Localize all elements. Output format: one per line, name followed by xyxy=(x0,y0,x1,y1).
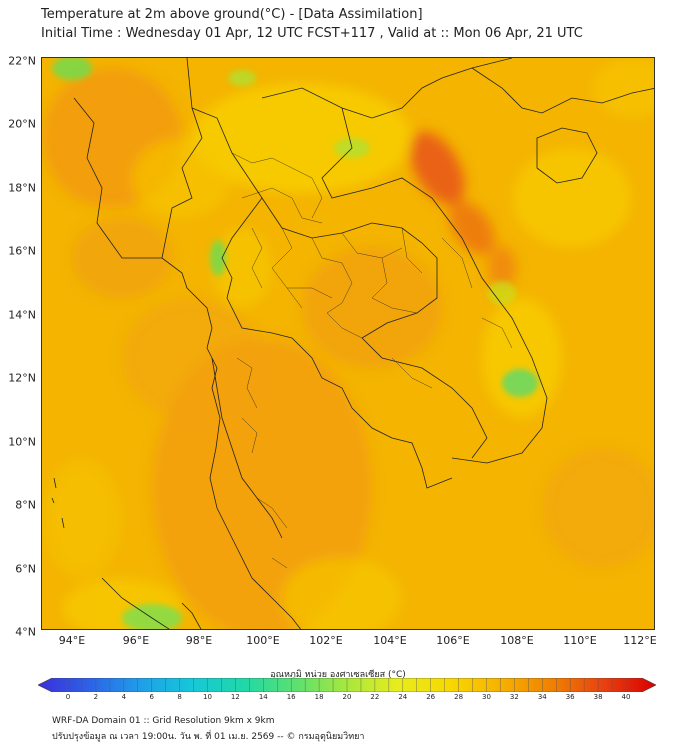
lon-label: 108°E xyxy=(500,634,534,647)
colorbar-tick-label: 10 xyxy=(203,693,212,701)
colorbar-tick-label: 36 xyxy=(565,693,575,701)
colorbar-tick-label: 6 xyxy=(149,693,154,701)
colorbar-tick-label: 8 xyxy=(177,693,182,701)
colorbar-tick-label: 4 xyxy=(121,693,127,701)
colorbar-tick-label: 16 xyxy=(286,693,296,701)
colorbar-tick-label: 18 xyxy=(314,693,324,701)
lon-label: 96°E xyxy=(122,634,150,647)
lat-label: 8°N xyxy=(15,498,36,512)
country-borders xyxy=(51,58,654,629)
colorbar-tick-label: 38 xyxy=(593,693,603,701)
lat-label: 14°N xyxy=(8,308,36,322)
colorbar-tick-label: 40 xyxy=(621,693,631,701)
colorbar-tick-label: 0 xyxy=(65,693,71,701)
lon-label: 102°E xyxy=(309,634,343,647)
lat-label: 12°N xyxy=(8,371,36,385)
lon-label: 106°E xyxy=(436,634,470,647)
colorbar-title: อุณหภูมิ หน่วย องศาเซลเซียส (°C) xyxy=(270,670,406,680)
colorbar xyxy=(38,678,656,692)
footer-update-info: ปรับปรุงข้อมูล ณ เวลา 19:00น. วัน พ. ที่… xyxy=(52,732,365,742)
lat-label: 18°N xyxy=(8,181,36,195)
lat-label: 10°N xyxy=(8,435,36,449)
cool-patches xyxy=(52,58,538,629)
colorbar-tick-label: 12 xyxy=(230,693,240,701)
colorbar-tick-label: 22 xyxy=(370,693,380,701)
lat-label: 6°N xyxy=(15,562,36,576)
colorbar-tick-label: 32 xyxy=(509,693,519,701)
province-borders xyxy=(231,152,513,569)
colorbar-tick-label: 28 xyxy=(454,693,464,701)
colorbar-tick-label: 14 xyxy=(258,693,268,701)
lat-label: 4°N xyxy=(15,625,36,639)
lat-label: 22°N xyxy=(8,54,36,68)
lon-label: 112°E xyxy=(623,634,657,647)
lon-label: 98°E xyxy=(185,634,213,647)
colorbar-tick-label: 2 xyxy=(93,693,99,701)
colorbar-tick-label: 24 xyxy=(398,693,408,701)
chart-subtitle: Initial Time : Wednesday 01 Apr, 12 UTC … xyxy=(41,26,583,41)
map-canvas xyxy=(42,58,654,629)
lat-label: 20°N xyxy=(8,117,36,131)
temperature-field xyxy=(42,58,654,629)
lon-label: 104°E xyxy=(373,634,407,647)
lon-label: 110°E xyxy=(563,634,597,647)
colorbar-tick-label: 20 xyxy=(342,693,352,701)
temperature-map xyxy=(41,57,655,630)
lon-label: 94°E xyxy=(58,634,86,647)
footer-model-info: WRF-DA Domain 01 :: Grid Resolution 9km … xyxy=(52,716,275,726)
colorbar-tick-label: 26 xyxy=(426,693,436,701)
colorbar-tick-label: 30 xyxy=(482,693,491,701)
colorbar-tick-marks xyxy=(67,678,627,692)
colorbar-tick-label: 34 xyxy=(537,693,547,701)
lon-label: 100°E xyxy=(246,634,280,647)
chart-title: Temperature at 2m above ground(°C) - [Da… xyxy=(41,7,423,22)
lat-label: 16°N xyxy=(8,244,36,258)
